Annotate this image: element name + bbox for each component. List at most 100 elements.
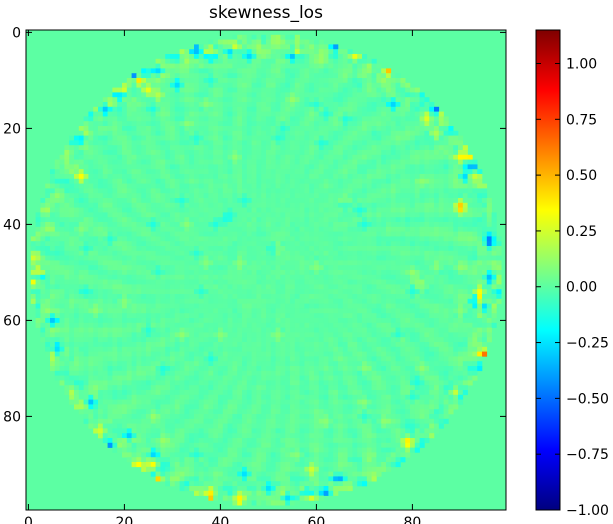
heatmap-cell [194, 140, 200, 146]
heatmap-cell [170, 279, 176, 285]
heatmap-cell [395, 116, 401, 122]
heatmap-cell [126, 284, 132, 290]
heatmap-cell [256, 318, 262, 324]
heatmap-cell [146, 102, 152, 108]
heatmap-cell [342, 111, 348, 117]
heatmap-cell [170, 174, 176, 180]
heatmap-cell [443, 265, 449, 271]
heatmap-cell [304, 322, 310, 328]
heatmap-cell [357, 274, 363, 280]
heatmap-cell [93, 116, 99, 122]
heatmap-cell [419, 322, 425, 328]
heatmap-cell [414, 188, 420, 194]
heatmap-cell [482, 217, 488, 223]
heatmap-cell [256, 270, 262, 276]
heatmap-cell [405, 178, 411, 184]
heatmap-cell [242, 308, 248, 314]
heatmap-cell [390, 102, 396, 108]
heatmap-cell [290, 159, 296, 165]
heatmap-cell [467, 289, 473, 295]
heatmap-cell [318, 169, 324, 175]
heatmap-cell [35, 236, 41, 242]
heatmap-cell [419, 106, 425, 112]
heatmap-cell [314, 82, 320, 88]
heatmap-cell [395, 279, 401, 285]
heatmap-cell [448, 279, 454, 285]
heatmap-cell [117, 303, 123, 309]
heatmap-cell [218, 63, 224, 69]
heatmap-cell [458, 217, 464, 223]
heatmap-cell [280, 318, 286, 324]
heatmap-cell [160, 303, 166, 309]
heatmap-cell [261, 154, 267, 160]
heatmap-cell [102, 294, 108, 300]
heatmap-cell [107, 207, 113, 213]
heatmap-cell [352, 140, 358, 146]
heatmap-cell [194, 154, 200, 160]
heatmap-cell [304, 303, 310, 309]
heatmap-cell [458, 178, 464, 184]
heatmap-cell [146, 246, 152, 252]
heatmap-cell [314, 135, 320, 141]
heatmap-cell [410, 222, 416, 228]
heatmap-cell [150, 159, 156, 165]
heatmap-cell [376, 82, 382, 88]
heatmap-cell [194, 169, 200, 175]
heatmap-cell [112, 236, 118, 242]
heatmap-cell [45, 207, 51, 213]
heatmap-cell [179, 58, 185, 64]
heatmap-cell [165, 298, 171, 304]
heatmap-cell [165, 236, 171, 242]
heatmap-cell [448, 231, 454, 237]
heatmap-cell [448, 303, 454, 309]
heatmap-cell [261, 159, 267, 165]
heatmap-cell [376, 164, 382, 170]
heatmap-cell [419, 298, 425, 304]
heatmap-cell [266, 241, 272, 247]
heatmap-cell [462, 303, 468, 309]
heatmap-cell [290, 255, 296, 261]
heatmap-cell [347, 289, 353, 295]
heatmap-cell [150, 222, 156, 228]
heatmap-cell [261, 116, 267, 122]
heatmap-cell [174, 294, 180, 300]
heatmap-cell [189, 178, 195, 184]
heatmap-cell [208, 150, 214, 156]
heatmap-cell [395, 102, 401, 108]
heatmap-cell [78, 150, 84, 156]
heatmap-cell [131, 145, 137, 151]
heatmap-cell [309, 246, 315, 252]
heatmap-cell [275, 44, 281, 50]
heatmap-cell [74, 207, 80, 213]
heatmap-cell [83, 207, 89, 213]
heatmap-cell [40, 226, 46, 232]
heatmap-cell [424, 236, 430, 242]
heatmap-cell [275, 212, 281, 218]
heatmap-cell [160, 135, 166, 141]
heatmap-cell [357, 82, 363, 88]
heatmap-cell [203, 260, 209, 266]
heatmap-cell [294, 279, 300, 285]
heatmap-cell [410, 274, 416, 280]
heatmap-cell [184, 246, 190, 252]
heatmap-cell [472, 260, 478, 266]
heatmap-cell [438, 111, 444, 117]
heatmap-cell [218, 164, 224, 170]
heatmap-cell [213, 298, 219, 304]
heatmap-cell [69, 193, 75, 199]
heatmap-cell [419, 102, 425, 108]
heatmap-cell [371, 222, 377, 228]
heatmap-cell [50, 246, 56, 252]
heatmap-cell [318, 222, 324, 228]
heatmap-cell [189, 188, 195, 194]
heatmap-cell [290, 82, 296, 88]
heatmap-cell [410, 260, 416, 266]
heatmap-cell [155, 145, 161, 151]
heatmap-cell [405, 130, 411, 136]
heatmap-cell [419, 145, 425, 151]
heatmap-cell [198, 102, 204, 108]
heatmap-cell [117, 308, 123, 314]
heatmap-cell [237, 39, 243, 45]
heatmap-cell [438, 116, 444, 122]
heatmap-cell [410, 174, 416, 180]
